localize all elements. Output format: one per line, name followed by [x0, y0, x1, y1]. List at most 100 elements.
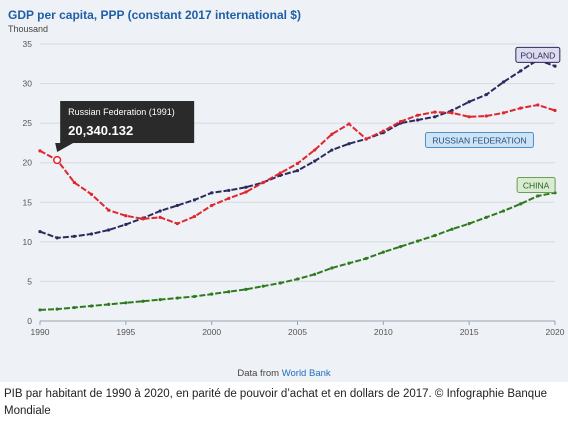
series-label-china: CHINA: [523, 180, 550, 190]
data-point-china: [381, 250, 385, 254]
series-label-box-china: [516, 176, 556, 193]
data-point-russian-federation: [38, 149, 42, 153]
data-point-china: [484, 215, 488, 219]
series-label-box-russian-federation: [424, 132, 534, 149]
data-point-china: [227, 290, 231, 294]
data-point-russian-federation: [158, 215, 162, 219]
data-point-poland: [416, 118, 420, 122]
tooltip-label: Russian Federation (1991): [68, 107, 175, 117]
data-point-poland: [347, 142, 351, 146]
data-point-russian-federation: [433, 110, 437, 114]
data-point-china: [261, 284, 265, 288]
data-point-russian-federation: [72, 180, 76, 185]
x-tick-label: 2000: [202, 327, 221, 337]
data-point-china: [330, 266, 334, 270]
data-point-china: [210, 292, 214, 296]
data-point-poland: [55, 236, 59, 240]
data-point-china: [398, 245, 403, 249]
axes: 0 5 10 15 20 25 30 35 1990 1995 2000 2005 2010 2015 20…: [23, 39, 565, 337]
data-point-poland: [158, 209, 162, 213]
tooltip: Russian Federation (1991) 20,340.132: [53, 101, 195, 165]
data-point-russian-federation: [416, 113, 420, 117]
data-point-poland: [192, 198, 197, 202]
y-tick-label: 35: [23, 39, 33, 49]
y-tick-label: 0: [27, 316, 32, 326]
data-point-russian-federation: [467, 115, 471, 119]
data-point-russian-federation: [175, 222, 179, 226]
data-point-china: [72, 305, 76, 310]
data-source: Data from World Bank: [0, 368, 568, 379]
data-point-china: [55, 307, 59, 311]
figure-caption: PIB par habitant de 1990 à 2020, en pari…: [4, 388, 547, 417]
data-point-russian-federation: [192, 214, 197, 219]
source-prefix: Data from: [237, 368, 280, 379]
data-point-russian-federation: [553, 108, 557, 113]
data-point-china: [416, 239, 420, 243]
data-point-poland: [501, 80, 506, 84]
data-point-poland: [433, 115, 437, 119]
series-labels: POLAND RUSSIAN FEDERATION CHINA: [424, 46, 561, 193]
data-point-russian-federation: [278, 171, 282, 175]
data-point-china: [89, 304, 94, 308]
series-label-box-poland: [515, 46, 561, 63]
data-point-russian-federation: [227, 196, 231, 200]
data-point-china: [192, 294, 197, 299]
x-tick-label: 2010: [374, 327, 393, 337]
data-point-china: [467, 222, 471, 226]
data-point-russian-federation: [450, 111, 454, 115]
data-point-poland: [89, 232, 94, 236]
data-point-russian-federation: [501, 111, 506, 115]
data-point-china: [244, 287, 248, 291]
data-point-russian-federation: [330, 132, 334, 136]
data-point-china: [158, 298, 162, 302]
tooltip-value: 20,340.132: [68, 123, 133, 138]
data-point-china: [501, 209, 506, 213]
data-point-poland: [175, 203, 179, 208]
data-point-poland: [107, 228, 111, 232]
y-tick-label: 5: [27, 276, 32, 286]
data-point-china: [295, 277, 300, 281]
y-tick-label: 30: [23, 79, 33, 89]
x-tick-label: 1990: [31, 327, 50, 337]
data-point-china: [313, 272, 317, 276]
tooltip-box: [60, 101, 195, 144]
tooltip-pointer: [55, 143, 74, 153]
data-point-poland: [72, 234, 76, 238]
line-chart: 0 5 10 15 20 25 30 35 1990 1995 2000 2005 2010 2015 20…: [23, 39, 565, 337]
x-tick-label: 2005: [288, 327, 307, 337]
data-point-china: [536, 194, 540, 198]
y-axis-unit: Thousand: [8, 24, 49, 34]
x-tick-label: 1995: [116, 327, 135, 337]
data-point-china: [141, 299, 145, 303]
x-tick-label: 2020: [546, 327, 565, 337]
data-point-china: [38, 308, 42, 312]
data-point-china: [364, 256, 368, 261]
data-point-china: [278, 281, 282, 285]
data-point-china: [519, 202, 523, 206]
data-point-russian-federation: [381, 129, 385, 133]
data-point-russian-federation: [124, 214, 128, 218]
series-label-russian-federation: RUSSIAN FEDERATION: [432, 136, 526, 146]
data-point-russian-federation: [484, 114, 488, 118]
data-point-china: [450, 227, 454, 231]
data-point-china: [124, 301, 128, 305]
data-point-poland: [124, 222, 128, 227]
data-point-poland: [227, 188, 231, 193]
data-point-russian-federation: [244, 190, 248, 194]
data-point-russian-federation: [89, 192, 94, 196]
data-point-china: [107, 302, 111, 306]
series-label-poland: POLAND: [520, 50, 555, 60]
series-lines: [38, 58, 557, 312]
data-point-russian-federation: [519, 106, 523, 110]
data-point-poland: [38, 229, 42, 234]
data-point-poland: [295, 169, 300, 173]
data-point-poland: [313, 159, 317, 163]
source-link-world-bank[interactable]: World Bank: [281, 368, 331, 379]
data-point-russian-federation: [107, 208, 111, 212]
chart-panel: [0, 0, 568, 382]
chart-title: GDP per capita, PPP (constant 2017 inter…: [8, 8, 301, 22]
data-point-russian-federation: [313, 148, 317, 152]
y-tick-label: 25: [23, 118, 33, 128]
data-point-china: [175, 296, 179, 300]
data-point-russian-federation: [210, 203, 214, 208]
